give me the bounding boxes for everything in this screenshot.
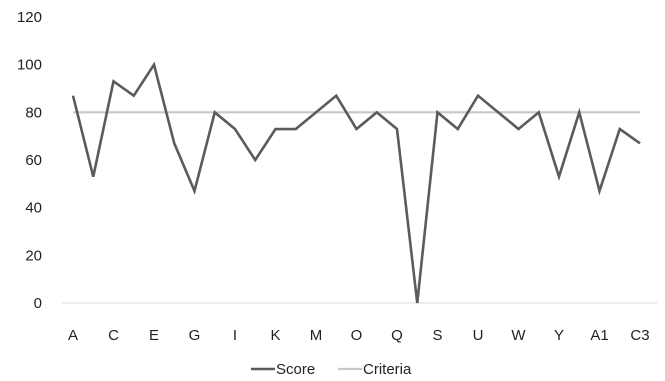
x-tick-label: A1 bbox=[590, 327, 608, 344]
x-tick-label: A bbox=[68, 327, 78, 344]
y-tick-label: 100 bbox=[17, 57, 42, 74]
y-tick-label: 80 bbox=[25, 104, 42, 121]
y-tick-label: 60 bbox=[25, 152, 42, 169]
score-series-line bbox=[71, 61, 641, 304]
x-tick-label: U bbox=[473, 327, 484, 344]
score-legend-label: Score bbox=[276, 361, 315, 378]
x-tick-label: I bbox=[233, 327, 237, 344]
y-tick-label: 0 bbox=[34, 295, 42, 312]
y-tick-label: 40 bbox=[25, 200, 42, 217]
x-tick-label: E bbox=[149, 327, 159, 344]
x-tick-label: W bbox=[511, 327, 526, 344]
x-tick-label: C3 bbox=[630, 327, 649, 344]
x-tick-labels: A C E G I K M O Q S U W Y A1 C3 bbox=[68, 327, 650, 344]
x-tick-label: C bbox=[108, 327, 119, 344]
y-tick-label: 120 bbox=[17, 9, 42, 26]
x-tick-label: M bbox=[310, 327, 323, 344]
x-tick-label: Y bbox=[554, 327, 564, 344]
series-layer bbox=[71, 61, 641, 304]
x-tick-label: K bbox=[270, 327, 280, 344]
x-tick-label: G bbox=[189, 327, 201, 344]
x-tick-label: S bbox=[432, 327, 442, 344]
criteria-legend-label: Criteria bbox=[363, 361, 412, 378]
x-tick-label: O bbox=[351, 327, 363, 344]
y-tick-label: 20 bbox=[25, 247, 42, 264]
legend: Score Criteria bbox=[251, 361, 412, 378]
x-tick-label: Q bbox=[391, 327, 403, 344]
y-tick-labels: 0 20 40 60 80 100 120 bbox=[17, 9, 42, 312]
